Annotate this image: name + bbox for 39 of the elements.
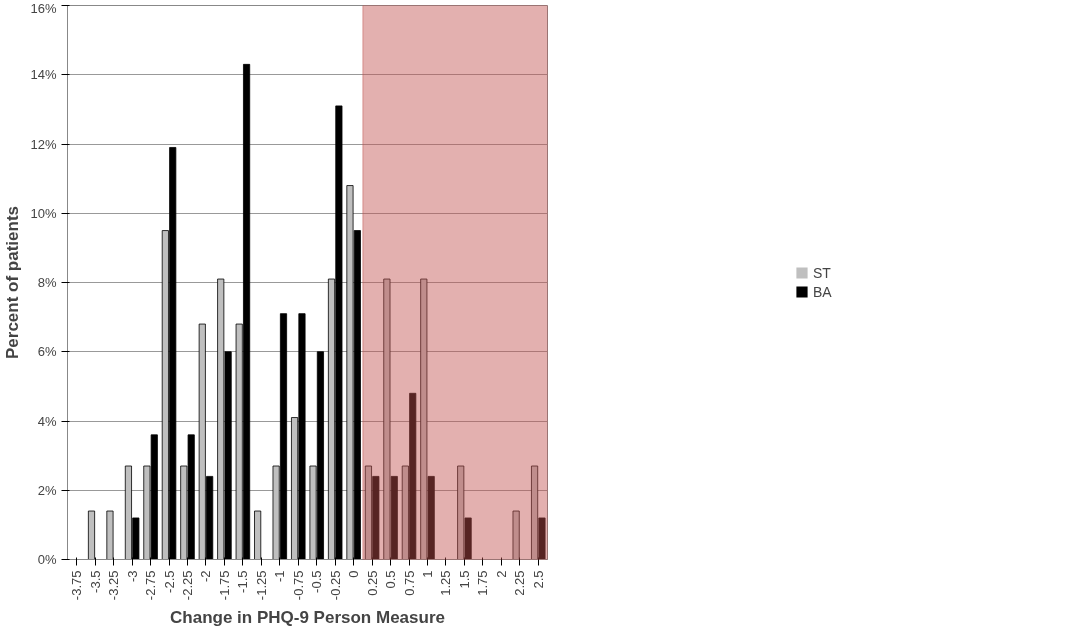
legend-label: BA (813, 283, 833, 300)
x-tick-label: -2.25 (180, 570, 195, 601)
x-tick-label: 0.75 (401, 570, 417, 596)
y-tick-label: 0% (37, 552, 57, 567)
x-tick-label: -1.5 (235, 570, 251, 593)
x-tick-label: 0 (346, 570, 362, 578)
x-tick-label: -3.75 (69, 570, 85, 601)
x-tick-label: -2.5 (161, 570, 177, 593)
y-tick-label: 12% (30, 136, 57, 152)
y-tick-label: 4% (37, 413, 57, 429)
x-tick-label: -2.75 (143, 570, 159, 601)
y-tick-label: 8% (37, 275, 57, 290)
x-tick-label: 2.25 (512, 570, 528, 596)
y-tick-label: 6% (37, 344, 57, 360)
x-tick-label: 1 (420, 570, 435, 578)
x-tick-label: -0.5 (309, 570, 325, 593)
y-tick-label: 2% (37, 482, 57, 498)
x-axis-title: Change in PHQ-9 Person Measure (170, 608, 445, 628)
x-tick-label: 1.5 (456, 570, 472, 589)
x-tick-label: -0.25 (327, 570, 343, 601)
x-tick-label: -0.75 (290, 570, 306, 601)
x-tick-label: 2 (493, 570, 509, 578)
y-axis-title: Percent of patients (3, 205, 23, 360)
x-tick-label: -1 (272, 570, 288, 583)
legend-label: ST (813, 264, 832, 281)
y-tick-label: 14% (30, 67, 57, 83)
x-tick-label: -3 (124, 570, 140, 583)
x-tick-label: 0.25 (364, 570, 380, 596)
x-tick-label: 1.25 (438, 570, 454, 596)
x-tick-label: 0.5 (383, 570, 399, 589)
y-tick-label: 16% (30, 0, 57, 16)
x-tick-label: -1.25 (253, 570, 269, 601)
x-tick-label: -2 (198, 570, 214, 583)
y-tick-label: 10% (30, 205, 57, 221)
x-tick-label: 2.5 (530, 570, 546, 589)
x-tick-label: -3.5 (87, 570, 103, 593)
x-tick-label: -3.25 (106, 570, 122, 601)
x-tick-label: 1.75 (475, 570, 491, 596)
x-tick-label: -1.75 (216, 570, 232, 601)
